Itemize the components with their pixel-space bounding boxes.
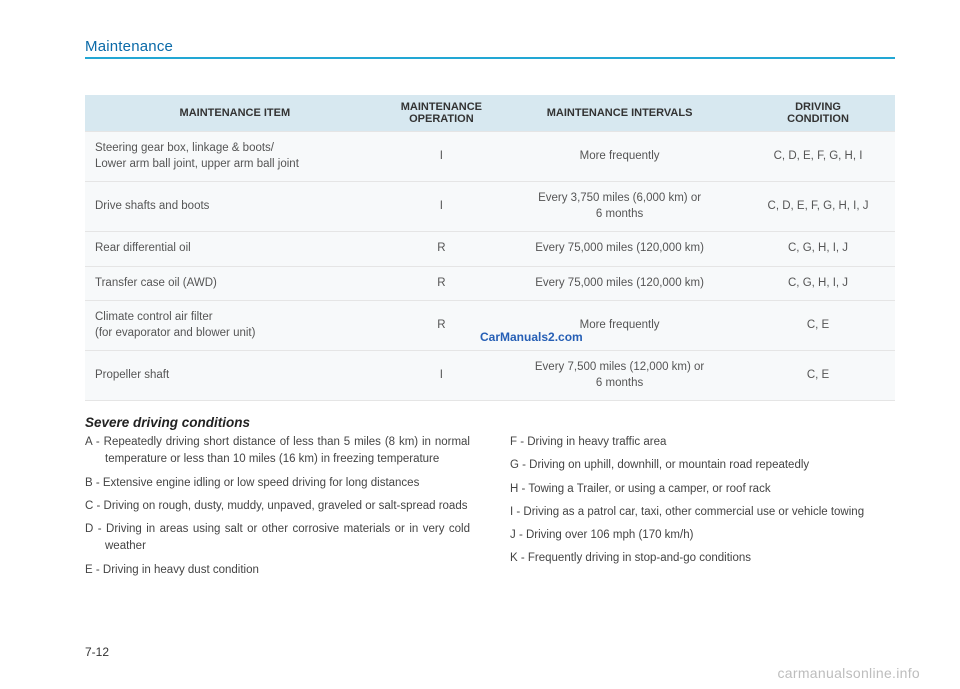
cell-op: R bbox=[385, 232, 498, 267]
cell-item-l2: (for evaporator and blower unit) bbox=[95, 327, 255, 339]
conditions-columns: A - Repeatedly driving short distance of… bbox=[85, 434, 895, 585]
th-operation: MAINTENANCE OPERATION bbox=[385, 95, 498, 132]
cell-interval: Every 75,000 miles (120,000 km) bbox=[498, 266, 741, 301]
condition-i: I - Driving as a patrol car, taxi, other… bbox=[510, 504, 895, 521]
table-row: Rear differential oil R Every 75,000 mil… bbox=[85, 232, 895, 267]
cell-cond: C, D, E, F, G, H, I, J bbox=[741, 182, 895, 232]
page-number: 7-12 bbox=[85, 645, 109, 659]
cell-op: I bbox=[385, 182, 498, 232]
th-item: MAINTENANCE ITEM bbox=[85, 95, 385, 132]
cell-item-l1: Steering gear box, linkage & boots/ bbox=[95, 142, 274, 154]
cell-item-l1: Climate control air filter bbox=[95, 311, 213, 323]
cell-interval-l1: Every 3,750 miles (6,000 km) or bbox=[538, 192, 701, 204]
th-intervals: MAINTENANCE INTERVALS bbox=[498, 95, 741, 132]
cell-op: I bbox=[385, 132, 498, 182]
th-operation-l2: OPERATION bbox=[409, 113, 474, 125]
table-row: Drive shafts and boots I Every 3,750 mil… bbox=[85, 182, 895, 232]
table-header-row: MAINTENANCE ITEM MAINTENANCE OPERATION M… bbox=[85, 95, 895, 132]
section-title: Maintenance bbox=[85, 38, 895, 55]
cell-cond: C, G, H, I, J bbox=[741, 232, 895, 267]
condition-a: A - Repeatedly driving short distance of… bbox=[85, 434, 470, 469]
cell-op: R bbox=[385, 266, 498, 301]
table-row: Climate control air filter (for evaporat… bbox=[85, 301, 895, 351]
conditions-right-col: F - Driving in heavy traffic area G - Dr… bbox=[510, 434, 895, 585]
cell-interval: More frequently bbox=[498, 132, 741, 182]
th-condition-l1: DRIVING bbox=[795, 101, 841, 113]
title-rule bbox=[85, 57, 895, 59]
cell-interval: Every 7,500 miles (12,000 km) or 6 month… bbox=[498, 351, 741, 401]
cell-interval-l2: 6 months bbox=[596, 208, 643, 220]
cell-item: Propeller shaft bbox=[85, 351, 385, 401]
cell-interval-l2: 6 months bbox=[596, 377, 643, 389]
cell-item-l2: Lower arm ball joint, upper arm ball joi… bbox=[95, 158, 299, 170]
condition-g: G - Driving on uphill, downhill, or moun… bbox=[510, 457, 895, 474]
condition-h: H - Towing a Trailer, or using a camper,… bbox=[510, 481, 895, 498]
condition-f: F - Driving in heavy traffic area bbox=[510, 434, 895, 451]
site-footer: carmanualsonline.info bbox=[778, 665, 921, 681]
cell-interval: Every 3,750 miles (6,000 km) or 6 months bbox=[498, 182, 741, 232]
condition-j: J - Driving over 106 mph (170 km/h) bbox=[510, 527, 895, 544]
maintenance-table: MAINTENANCE ITEM MAINTENANCE OPERATION M… bbox=[85, 95, 895, 401]
cell-interval: More frequently bbox=[498, 301, 741, 351]
condition-e: E - Driving in heavy dust condition bbox=[85, 562, 470, 579]
cell-op: R bbox=[385, 301, 498, 351]
cell-item: Transfer case oil (AWD) bbox=[85, 266, 385, 301]
cell-interval-l1: Every 7,500 miles (12,000 km) or bbox=[535, 361, 704, 373]
condition-k: K - Frequently driving in stop-and-go co… bbox=[510, 550, 895, 567]
cell-interval: Every 75,000 miles (120,000 km) bbox=[498, 232, 741, 267]
table-row: Steering gear box, linkage & boots/ Lowe… bbox=[85, 132, 895, 182]
condition-c: C - Driving on rough, dusty, muddy, unpa… bbox=[85, 498, 470, 515]
cell-op: I bbox=[385, 351, 498, 401]
cell-item: Climate control air filter (for evaporat… bbox=[85, 301, 385, 351]
cell-item: Rear differential oil bbox=[85, 232, 385, 267]
table-row: Propeller shaft I Every 7,500 miles (12,… bbox=[85, 351, 895, 401]
cell-cond: C, D, E, F, G, H, I bbox=[741, 132, 895, 182]
conditions-heading: Severe driving conditions bbox=[85, 415, 895, 430]
cell-cond: C, G, H, I, J bbox=[741, 266, 895, 301]
cell-cond: C, E bbox=[741, 301, 895, 351]
th-condition-l2: CONDITION bbox=[787, 113, 849, 125]
conditions-left-col: A - Repeatedly driving short distance of… bbox=[85, 434, 470, 585]
condition-b: B - Extensive engine idling or low speed… bbox=[85, 475, 470, 492]
condition-d: D - Driving in areas using salt or other… bbox=[85, 521, 470, 556]
cell-item: Drive shafts and boots bbox=[85, 182, 385, 232]
cell-cond: C, E bbox=[741, 351, 895, 401]
table-row: Transfer case oil (AWD) R Every 75,000 m… bbox=[85, 266, 895, 301]
th-operation-l1: MAINTENANCE bbox=[401, 101, 482, 113]
cell-item: Steering gear box, linkage & boots/ Lowe… bbox=[85, 132, 385, 182]
th-condition: DRIVING CONDITION bbox=[741, 95, 895, 132]
